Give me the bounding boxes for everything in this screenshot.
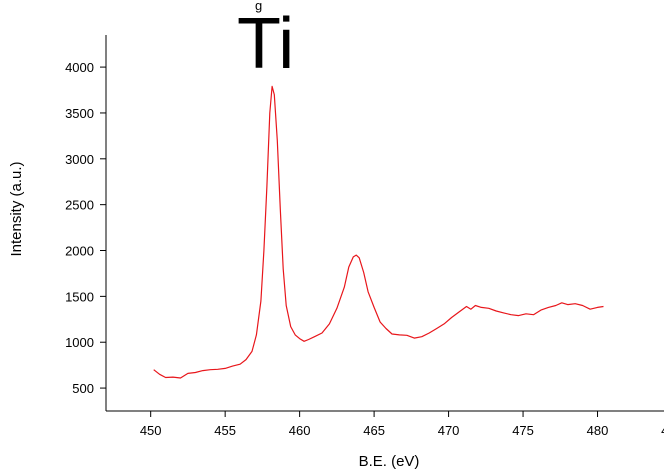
y-axis-label: Intensity (a.u.): [8, 161, 25, 256]
chart-title: Ti: [237, 4, 294, 84]
y-tick-label: 1500: [65, 289, 94, 304]
x-tick-label: 465: [363, 423, 385, 438]
clipped-top-text: g: [255, 0, 262, 13]
y-tick-label: 3000: [65, 152, 94, 167]
x-tick-label: 450: [140, 423, 162, 438]
x-tick-label: 455: [214, 423, 236, 438]
x-axis-label: B.E. (eV): [359, 453, 420, 470]
y-tick-label: 2500: [65, 198, 94, 213]
y-tick-label: 500: [72, 381, 94, 396]
x-tick-label: 460: [289, 423, 311, 438]
y-tick-label: 1000: [65, 335, 94, 350]
series-line: [154, 86, 604, 378]
axes: [106, 35, 664, 411]
y-ticks: 500 1000 1500 2000 2500 3000 3500 4000: [65, 60, 106, 396]
y-tick-label: 2000: [65, 244, 94, 259]
x-tick-label: 470: [438, 423, 460, 438]
y-tick-label: 3500: [65, 106, 94, 121]
y-tick-label: 4000: [65, 60, 94, 75]
x-ticks: 450455460465470475480485: [140, 411, 664, 438]
x-tick-label: 480: [587, 423, 609, 438]
x-tick-label: 475: [512, 423, 534, 438]
